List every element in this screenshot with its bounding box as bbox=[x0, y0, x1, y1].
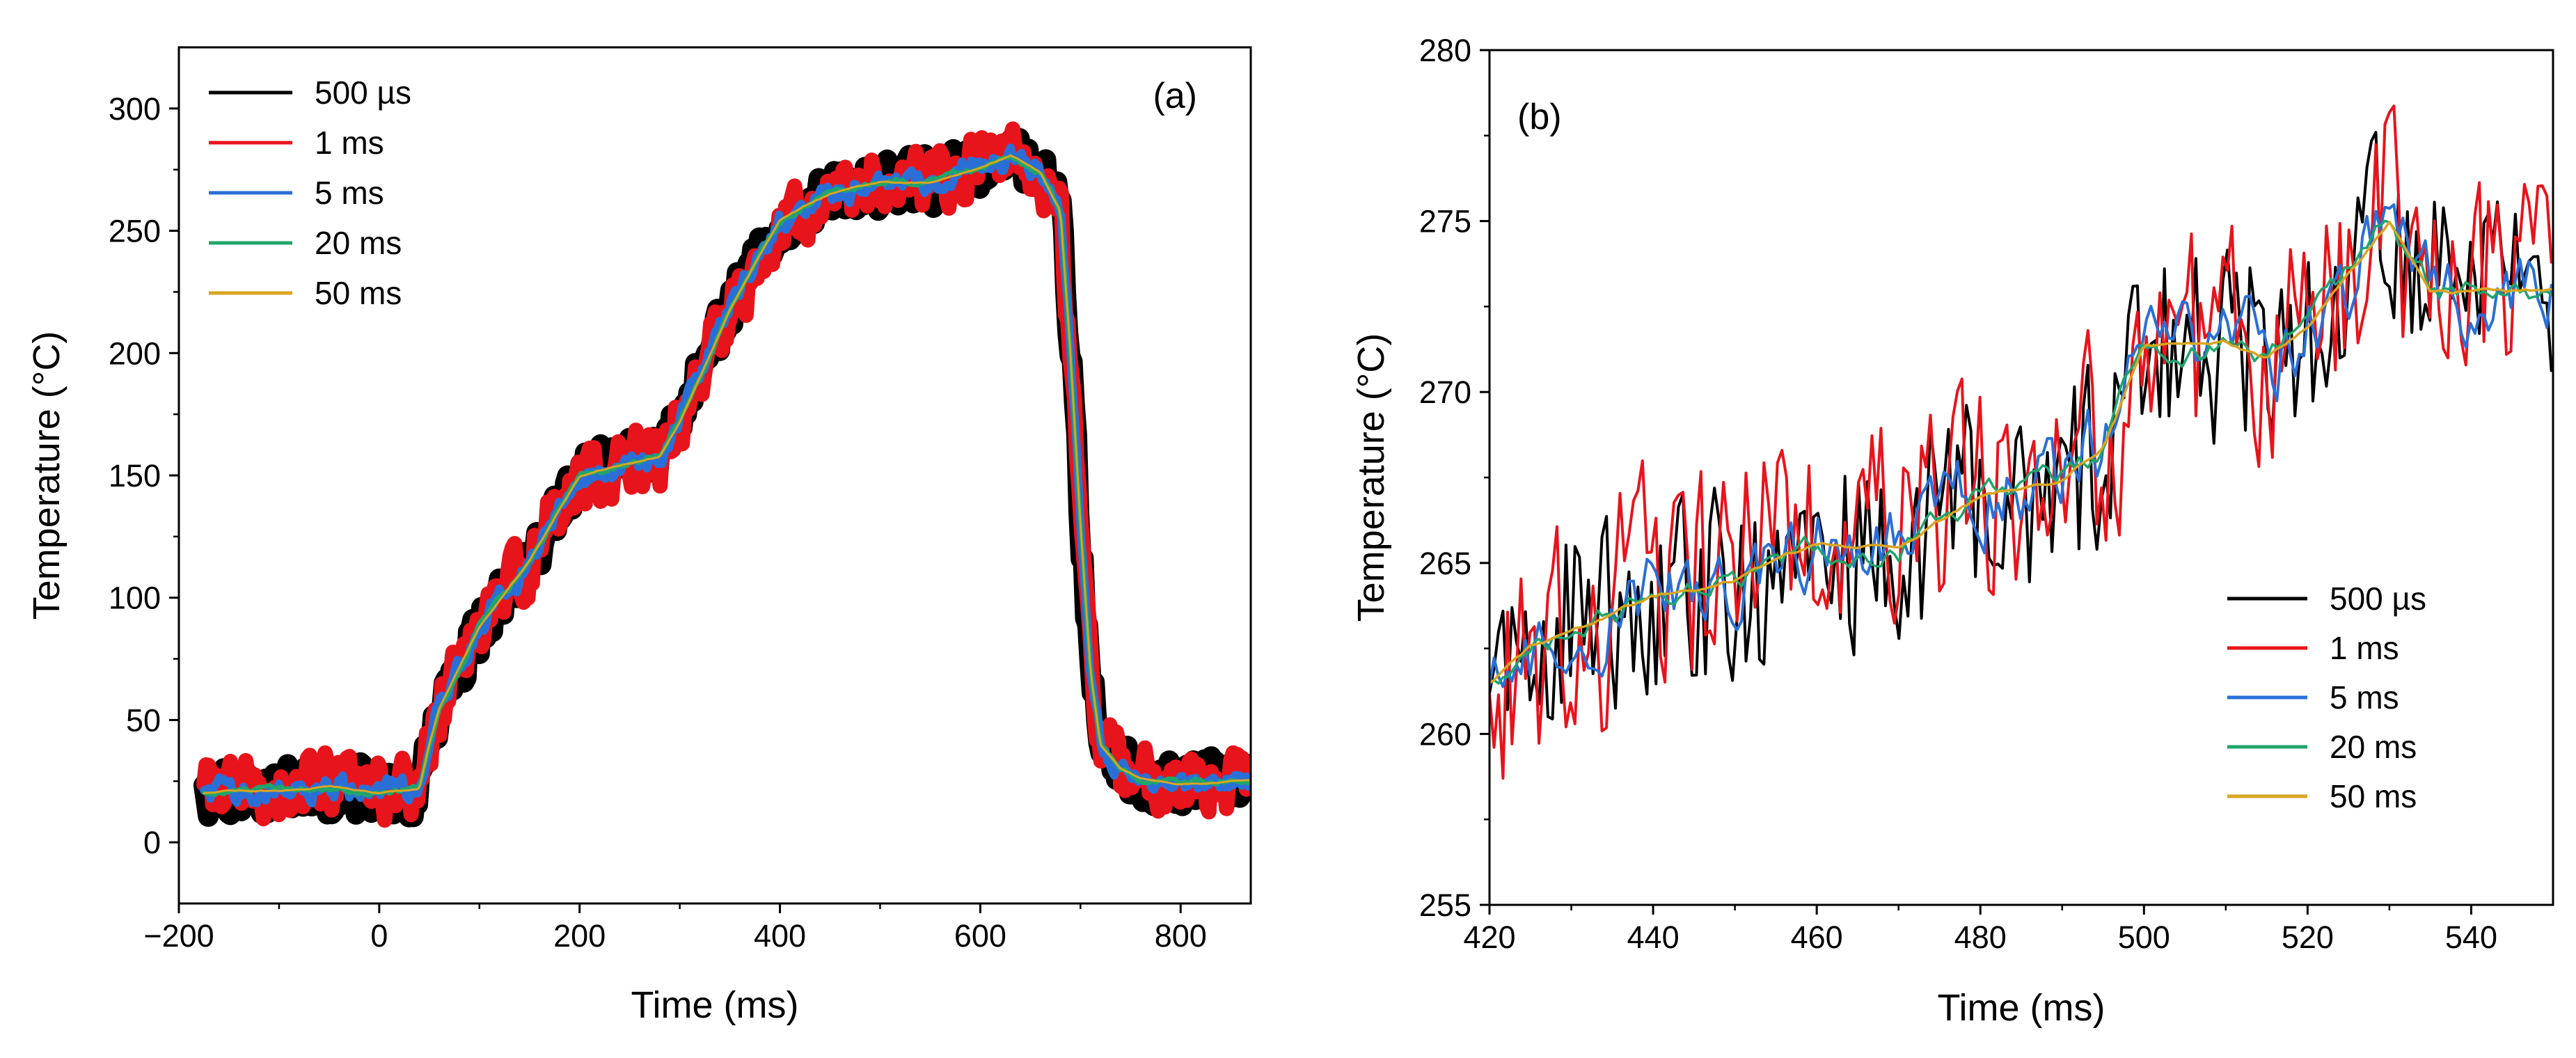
x-tick-label: 440 bbox=[1627, 919, 1680, 955]
panel-a-chart: −200 0 200 400 600 800 0 50 100 150 200 250 300 Time … bbox=[26, 46, 1252, 1026]
x-tick-label: 0 bbox=[370, 918, 388, 954]
legend-entry-label: 50 ms bbox=[2330, 778, 2417, 814]
y-tick-label: 150 bbox=[109, 458, 161, 494]
series-line-1-ms bbox=[1490, 104, 2553, 780]
legend: 500 µs 1 ms 5 ms 20 ms 50 ms bbox=[209, 74, 411, 311]
legend-entry-label: 20 ms bbox=[2330, 729, 2417, 765]
series-line-50-ms bbox=[203, 155, 1250, 795]
y-tick-label: 265 bbox=[1419, 546, 1471, 581]
legend: 500 µs 1 ms 5 ms 20 ms 50 ms bbox=[2227, 581, 2426, 814]
series-line-50-ms bbox=[1490, 220, 2553, 684]
legend-entry-label: 20 ms bbox=[315, 225, 402, 261]
y-tick-label: 300 bbox=[109, 91, 161, 127]
y-tick-label: 250 bbox=[109, 214, 161, 249]
x-tick-label: 460 bbox=[1791, 919, 1843, 955]
legend-entry-label: 1 ms bbox=[2330, 630, 2399, 666]
x-tick-label: 600 bbox=[954, 918, 1006, 954]
y-axis-label: Temperature (°C) bbox=[26, 331, 68, 620]
panel-b-chart: 420 440 460 480 500 520 540 255 260 265 270 275 280 T… bbox=[1350, 33, 2554, 1029]
panel-label: (a) bbox=[1153, 76, 1197, 116]
panel-label: (b) bbox=[1517, 97, 1562, 137]
legend-entry-label: 5 ms bbox=[2330, 679, 2399, 716]
x-tick-label: −200 bbox=[143, 918, 214, 954]
x-tick-label: 500 bbox=[2118, 919, 2170, 955]
y-tick-label: 280 bbox=[1419, 33, 1471, 68]
y-tick-label: 200 bbox=[109, 335, 161, 371]
series-line-20-ms bbox=[1490, 219, 2553, 685]
legend-entry-label: 1 ms bbox=[315, 125, 384, 161]
y-tick-label: 270 bbox=[1419, 374, 1471, 410]
y-axis-label: Temperature (°C) bbox=[1350, 333, 1392, 622]
y-tick-label: 255 bbox=[1419, 887, 1471, 923]
plot-area bbox=[193, 121, 1251, 828]
x-tick-label: 200 bbox=[553, 918, 606, 954]
x-axis-label: Time (ms) bbox=[1938, 987, 2105, 1029]
legend-entry-label: 50 ms bbox=[315, 275, 402, 311]
legend-entry-label: 500 µs bbox=[2330, 581, 2426, 617]
plot-area bbox=[1490, 104, 2553, 780]
y-tick-label: 275 bbox=[1419, 204, 1471, 239]
y-tick-label: 260 bbox=[1419, 716, 1471, 752]
legend-entry-label: 5 ms bbox=[315, 175, 384, 211]
y-tick-label: 100 bbox=[109, 581, 161, 616]
x-tick-label: 420 bbox=[1463, 919, 1515, 955]
x-axis-label: Time (ms) bbox=[631, 984, 799, 1026]
x-tick-label: 540 bbox=[2445, 919, 2497, 955]
x-tick-label: 520 bbox=[2282, 919, 2334, 955]
x-tick-label: 800 bbox=[1155, 918, 1207, 954]
y-tick-label: 0 bbox=[143, 825, 161, 860]
legend-entry-label: 500 µs bbox=[315, 74, 411, 111]
x-tick-label: 480 bbox=[1954, 919, 2007, 955]
y-tick-label: 50 bbox=[126, 702, 161, 738]
x-tick-label: 400 bbox=[754, 918, 806, 954]
